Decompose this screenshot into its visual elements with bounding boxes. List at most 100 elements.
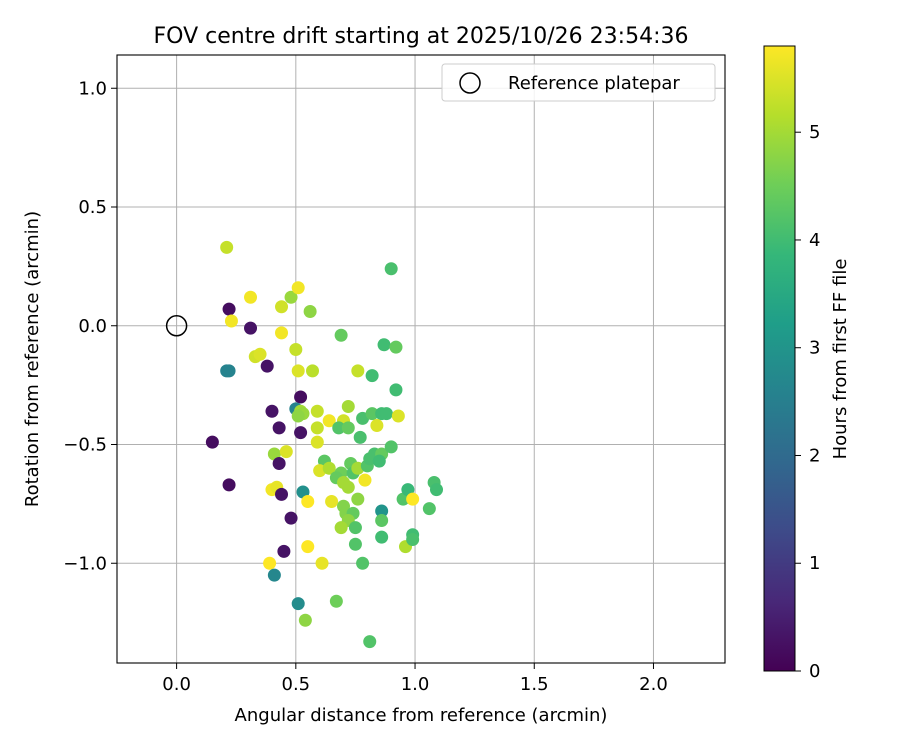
y-tick-label: −1.0 [63, 553, 107, 574]
data-point [301, 495, 315, 508]
reference-platepar-marker [165, 315, 188, 337]
data-point [332, 421, 346, 435]
x-tick-label: 0.0 [162, 674, 191, 695]
data-point [222, 302, 236, 316]
data-point [348, 521, 362, 535]
colorbar-tick-label: 0 [809, 661, 820, 682]
colorbar-tick-label: 1 [809, 553, 820, 574]
data-point [384, 262, 398, 276]
data-point [310, 435, 324, 449]
data-point [429, 483, 443, 497]
colorbar-ticks: 0 1 2 3 4 5 [795, 122, 820, 682]
data-point [310, 421, 324, 435]
colorbar-tick-label: 4 [809, 230, 820, 251]
data-point [353, 430, 367, 444]
legend: Reference platepar [441, 63, 716, 102]
data-point [277, 544, 291, 558]
data-point [272, 457, 286, 470]
data-point [372, 454, 386, 468]
data-point [377, 338, 391, 352]
y-tick-label: 0.0 [78, 316, 107, 337]
data-point [358, 473, 372, 487]
data-point [322, 414, 336, 428]
data-points [205, 240, 443, 649]
data-point [222, 364, 236, 378]
data-point [422, 502, 436, 516]
data-point [341, 421, 355, 435]
data-point [306, 364, 320, 378]
data-point [291, 409, 305, 423]
data-point [220, 240, 234, 254]
y-tick-label: −0.5 [63, 435, 107, 456]
plot-frame [116, 54, 726, 664]
data-point [351, 492, 365, 506]
data-point [267, 568, 281, 582]
colorbar-tick-label: 5 [809, 122, 820, 143]
data-point [284, 511, 298, 525]
data-point [341, 480, 355, 494]
x-axis-label: Angular distance from reference (arcmin) [235, 705, 608, 726]
data-point [375, 514, 389, 527]
data-point [348, 537, 362, 551]
data-point [391, 409, 405, 423]
data-point [365, 369, 379, 383]
x-tick-label: 1.5 [520, 674, 549, 695]
data-point [303, 305, 317, 318]
data-point [365, 407, 379, 421]
data-point [272, 421, 286, 435]
data-point [370, 419, 384, 432]
colorbar-tick-label: 3 [809, 338, 820, 359]
data-point [291, 364, 305, 378]
data-point [310, 404, 324, 418]
legend-label: Reference platepar [508, 73, 680, 94]
legend-marker-icon [459, 72, 481, 94]
data-point [284, 290, 298, 304]
data-point [260, 359, 274, 373]
data-point [351, 364, 365, 378]
legend-box [441, 63, 716, 102]
data-point [294, 390, 308, 404]
colorbar-bar [763, 45, 796, 672]
data-point [406, 492, 420, 506]
colorbar-label: Hours from first FF file [830, 259, 851, 460]
data-point [291, 281, 305, 295]
data-point [406, 533, 420, 546]
chart-title: FOV centre drift starting at 2025/10/26 … [154, 24, 689, 49]
x-axis-ticks: 0.0 0.5 1.0 1.5 2.0 [162, 663, 668, 695]
data-point [279, 445, 293, 459]
data-point [275, 487, 289, 501]
data-point [205, 435, 219, 449]
data-point [325, 495, 339, 508]
data-point [265, 404, 279, 418]
data-point [222, 478, 236, 492]
data-point [275, 326, 289, 340]
data-point [379, 407, 393, 421]
y-tick-label: 1.0 [78, 78, 107, 99]
data-point [334, 521, 348, 535]
y-axis-label: Rotation from reference (arcmin) [22, 211, 43, 507]
data-point [224, 314, 238, 328]
data-point [356, 556, 370, 570]
x-tick-label: 1.0 [401, 674, 430, 695]
colorbar-tick-label: 2 [809, 445, 820, 466]
data-point [375, 504, 389, 518]
data-point [244, 290, 258, 304]
y-tick-label: 0.5 [78, 197, 107, 218]
data-point [389, 340, 403, 354]
data-point [375, 530, 389, 544]
data-point [329, 594, 343, 608]
data-point [315, 556, 329, 570]
data-point [384, 440, 398, 454]
x-tick-label: 2.0 [639, 674, 668, 695]
y-axis-ticks: 1.0 0.5 0.0 −0.5 −1.0 [63, 78, 117, 574]
grid-lines [117, 55, 725, 663]
data-point [275, 300, 289, 314]
data-point [294, 426, 308, 440]
data-point [263, 556, 277, 570]
data-point [253, 347, 267, 361]
colorbar: 0 1 2 3 4 5 Hours from first FF file [763, 45, 851, 682]
data-point [301, 540, 315, 554]
data-point [363, 635, 377, 649]
data-point [341, 400, 355, 413]
